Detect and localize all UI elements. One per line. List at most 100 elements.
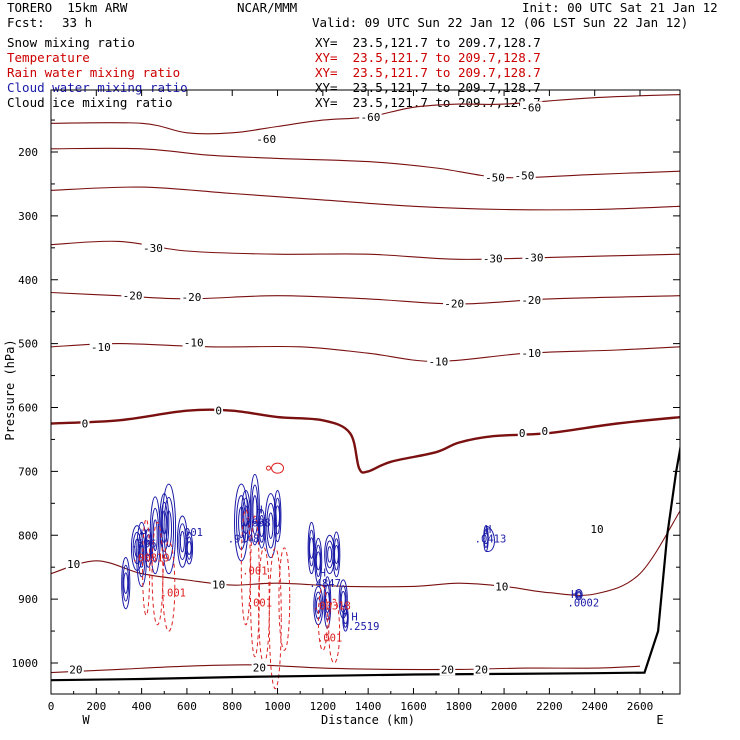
temperature-contour-minus20 [51, 291, 680, 305]
rain-contour [271, 462, 285, 474]
cloud-value-label: .4847 [309, 578, 341, 590]
cloud-contour [485, 525, 495, 552]
terrain-surface-line [51, 443, 680, 682]
cloud-contour [243, 505, 249, 527]
label-background [481, 252, 504, 265]
x-tick-label: 1200 [310, 700, 337, 713]
x-tick-label: 2400 [581, 700, 608, 713]
cloud-value-label: H [320, 567, 326, 579]
y-tick-label: 1000 [12, 657, 39, 670]
label-background [427, 355, 450, 368]
cloud-contour [252, 495, 258, 525]
cloud-contour [249, 474, 260, 546]
temperature-label: -10 [184, 336, 204, 349]
field-xy-temperature: XY= 23.5,121.7 to 209.7,128.7 [315, 50, 541, 65]
cloud-contour [165, 510, 173, 548]
cloud-contour [185, 531, 194, 565]
y-tick-label: 600 [18, 402, 38, 415]
y-axis-label: Pressure (hPa) [3, 339, 17, 440]
cloud-contour [574, 589, 583, 601]
field-xy-cloud-water: XY= 23.5,121.7 to 209.7,128.7 [315, 80, 541, 95]
temperature-label: 20 [253, 661, 266, 674]
fcst-label: Fcst: [7, 15, 45, 30]
cloud-contour [315, 551, 321, 571]
temperature-contours [51, 93, 680, 674]
y-tick-label: 300 [18, 210, 38, 223]
cloud-contour [122, 564, 130, 602]
y-tick-label: 400 [18, 274, 38, 287]
cloud-contour [340, 590, 346, 608]
rain-contours [142, 462, 341, 690]
cloud-value-label: H [256, 505, 262, 517]
temperature-label: 0 [519, 427, 526, 440]
axes: 0 200 400 600 800 1000 1200 1400 1600 1800 2000 220… [12, 90, 680, 713]
temperature-contour-minus30 [51, 240, 680, 260]
temperature-label: -10 [91, 341, 111, 354]
temperature-label: -10 [521, 347, 541, 360]
rain-contour [151, 521, 164, 626]
label-background [141, 241, 165, 254]
label-background [520, 294, 543, 307]
temperature-label: 20 [69, 663, 82, 676]
cloud-contour [152, 519, 158, 552]
cloud-contour [576, 592, 582, 598]
rain-contour [278, 547, 291, 651]
cloud-value-label: H [571, 589, 577, 601]
y-tick-label: 500 [18, 338, 38, 351]
temperature-label: -30 [143, 242, 163, 255]
cloud-contour [139, 541, 145, 568]
temperature-label: 10 [590, 523, 603, 536]
cloud-value-label: .2519 [348, 621, 380, 633]
rain-value-label: .001 [247, 597, 272, 609]
field-label-temperature: Temperature [7, 50, 90, 65]
cloud-value-label: .0002 [568, 597, 600, 609]
x-tick-label: 1600 [400, 700, 427, 713]
temperature-label: -20 [182, 291, 202, 304]
cloud-contour [483, 532, 489, 545]
cloud-contour [121, 557, 131, 610]
temperature-label: -20 [444, 297, 464, 310]
cloud-contour [186, 541, 192, 555]
field-xy-rain: XY= 23.5,121.7 to 209.7,128.7 [315, 65, 541, 80]
label-background [494, 580, 510, 593]
y-tick-label: 700 [18, 465, 38, 478]
cloud-contour [267, 512, 274, 539]
cloud-contour [123, 572, 129, 594]
label-background [255, 133, 278, 146]
x-tick-label: 2600 [627, 700, 654, 713]
cloud-contour [161, 483, 177, 575]
temperature-contour-minus40 [51, 186, 680, 211]
temperature-label: -60 [360, 111, 380, 124]
plot-frame [50, 89, 681, 695]
label-background [180, 290, 203, 303]
temperature-label: -10 [428, 356, 448, 369]
temperature-label: -20 [521, 294, 541, 307]
cloud-contour [332, 531, 341, 578]
cloud-value-label: .596 [131, 539, 156, 551]
x-tick-label: 2200 [536, 700, 563, 713]
x-end-label-east: E [656, 713, 663, 727]
init-time: Init: 00 UTC Sat 21 Jan 12 [522, 0, 718, 15]
x-end-label-west: W [82, 713, 90, 727]
label-background [121, 289, 144, 302]
label-background [89, 340, 113, 353]
rain-contour [268, 547, 282, 690]
label-background [68, 663, 84, 676]
temperature-label: -30 [524, 251, 544, 264]
cloud-value-label: H [351, 611, 357, 623]
label-background [513, 169, 536, 182]
cloud-value-label: .9148 [228, 533, 260, 545]
temperature-label: 0 [82, 417, 89, 430]
temperature-label: 0 [215, 405, 222, 418]
cloud-contour [273, 489, 282, 543]
temperature-contour-minus10 [51, 343, 680, 363]
x-axis-label: Distance (km) [321, 713, 415, 727]
cloud-contour [151, 507, 160, 563]
temperature-label: 10 [495, 580, 508, 593]
temperature-label: -60 [256, 133, 276, 146]
temperature-label: 10 [212, 578, 225, 591]
label-background [540, 425, 550, 438]
label-background [520, 347, 543, 360]
